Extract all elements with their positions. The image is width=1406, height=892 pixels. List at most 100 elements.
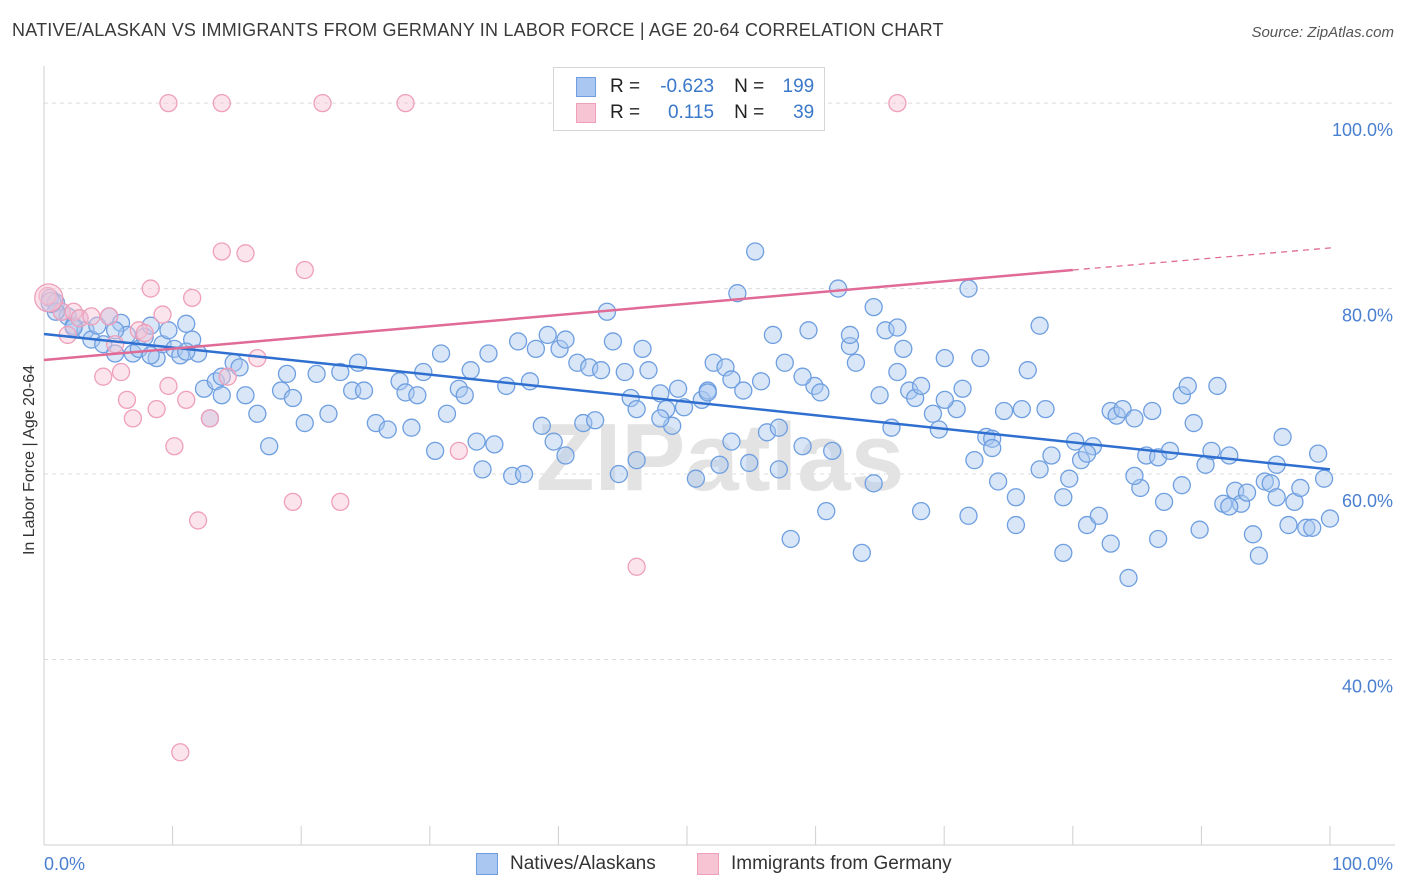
natives-point-66 [550,339,569,359]
germany-point-31 [449,441,468,461]
natives-point-187 [212,367,231,386]
germany-point-14 [141,279,160,298]
germany-point-9 [111,362,131,382]
trend-germany-extension [1072,247,1333,271]
legend-n-value: 199 [782,76,815,97]
natives-point-119 [911,376,931,396]
natives-point-57 [485,435,504,454]
natives-point-113 [876,321,895,340]
natives-point-199 [888,318,907,337]
bottom-legend-natives: Natives/Alaskans [476,851,656,877]
bottom-legend-swatch-germany [697,853,719,875]
natives-point-206 [1220,497,1239,516]
natives-point-75 [615,362,634,382]
natives-point-158 [1184,413,1203,433]
natives-point-93 [734,381,753,400]
natives-point-209 [627,450,646,470]
watermark: ZIPatlas [536,404,904,511]
natives-point-164 [1220,446,1239,465]
germany-point-24 [212,242,231,261]
natives-point-192 [514,464,534,484]
germany-point-34 [212,93,231,113]
natives-point-215 [1006,515,1026,535]
natives-point-166 [1231,494,1251,513]
natives-point-88 [704,353,723,372]
natives-point-195 [698,383,717,402]
germany-point-11 [123,409,143,428]
natives-point-125 [959,279,978,298]
natives-point-53 [455,386,474,405]
legend-swatch-germany [576,103,596,123]
germany-point-large [34,283,64,313]
germany-point-35 [313,93,332,113]
natives-point-49 [425,441,445,461]
natives-point-169 [1249,546,1269,565]
natives-point-190 [408,386,427,405]
y-tick-label-3: 40.0% [1342,677,1393,697]
natives-point-211 [769,460,789,479]
natives-point-148 [1119,568,1138,588]
natives-point-68 [568,353,587,372]
natives-point-152 [1143,401,1162,421]
natives-point-197 [793,367,812,386]
germany-point-16 [153,305,172,324]
germany-point-33 [159,93,178,113]
germany-point-7 [100,307,119,326]
natives-point-55 [473,460,492,479]
natives-point-188 [277,364,297,384]
natives-point-134 [1018,361,1037,380]
natives-point-91 [722,370,741,389]
natives-point-69 [574,413,593,433]
natives-point-34 [260,437,279,456]
natives-point-73 [603,332,623,351]
natives-point-20 [159,321,178,340]
legend-n-label: N = [734,76,765,97]
germany-point-37 [888,93,907,113]
bottom-legend-label-natives: Natives/Alaskans [510,853,656,874]
natives-point-214 [959,506,978,525]
natives-point-167 [1237,483,1257,502]
natives-point-212 [864,474,883,493]
y-tick-label-0: 100.0% [1332,120,1393,140]
natives-point-39 [319,404,338,423]
chart-title: NATIVE/ALASKAN VS IMMIGRANTS FROM GERMAN… [12,20,944,40]
natives-point-23 [177,314,196,333]
natives-point-99 [775,353,794,372]
natives-point-117 [900,381,919,400]
legend-r-value: 0.115 [667,102,715,123]
germany-point-29 [295,260,314,280]
natives-point-104 [811,383,830,402]
natives-point-111 [864,297,883,317]
bottom-legend-label-germany: Immigrants from Germany [731,853,952,874]
natives-point-204 [1125,466,1144,486]
natives-point-60 [508,332,528,351]
axes [43,66,1395,846]
natives-point-196 [751,372,771,391]
natives-point-50 [431,344,451,363]
trend-germany [43,268,1073,362]
germany-point-36 [396,93,415,113]
natives-point-180 [1314,469,1334,488]
natives-point-76 [621,388,640,408]
legend-r-label: R = [610,102,641,123]
natives-point-67 [556,330,575,349]
natives-point-89 [710,455,729,474]
natives-point-139 [1060,469,1079,488]
germany-point-17 [159,376,178,396]
natives-point-131 [994,401,1014,421]
germany-point-23 [200,409,220,428]
germany-point-8 [105,335,125,354]
chart-source: Source: ZipAtlas.com [1251,24,1394,41]
natives-point-71 [591,361,611,380]
natives-point-132 [1006,488,1026,507]
natives-point-213 [911,501,931,521]
natives-point-105 [817,501,836,521]
x-tick-label-1: 100.0% [1332,854,1393,874]
natives-point-174 [1279,515,1298,535]
natives-point-218 [1148,529,1168,549]
natives-point-97 [763,325,783,345]
germany-point-19 [171,743,190,762]
natives-point-54 [461,361,480,380]
natives-point-42 [354,381,374,400]
